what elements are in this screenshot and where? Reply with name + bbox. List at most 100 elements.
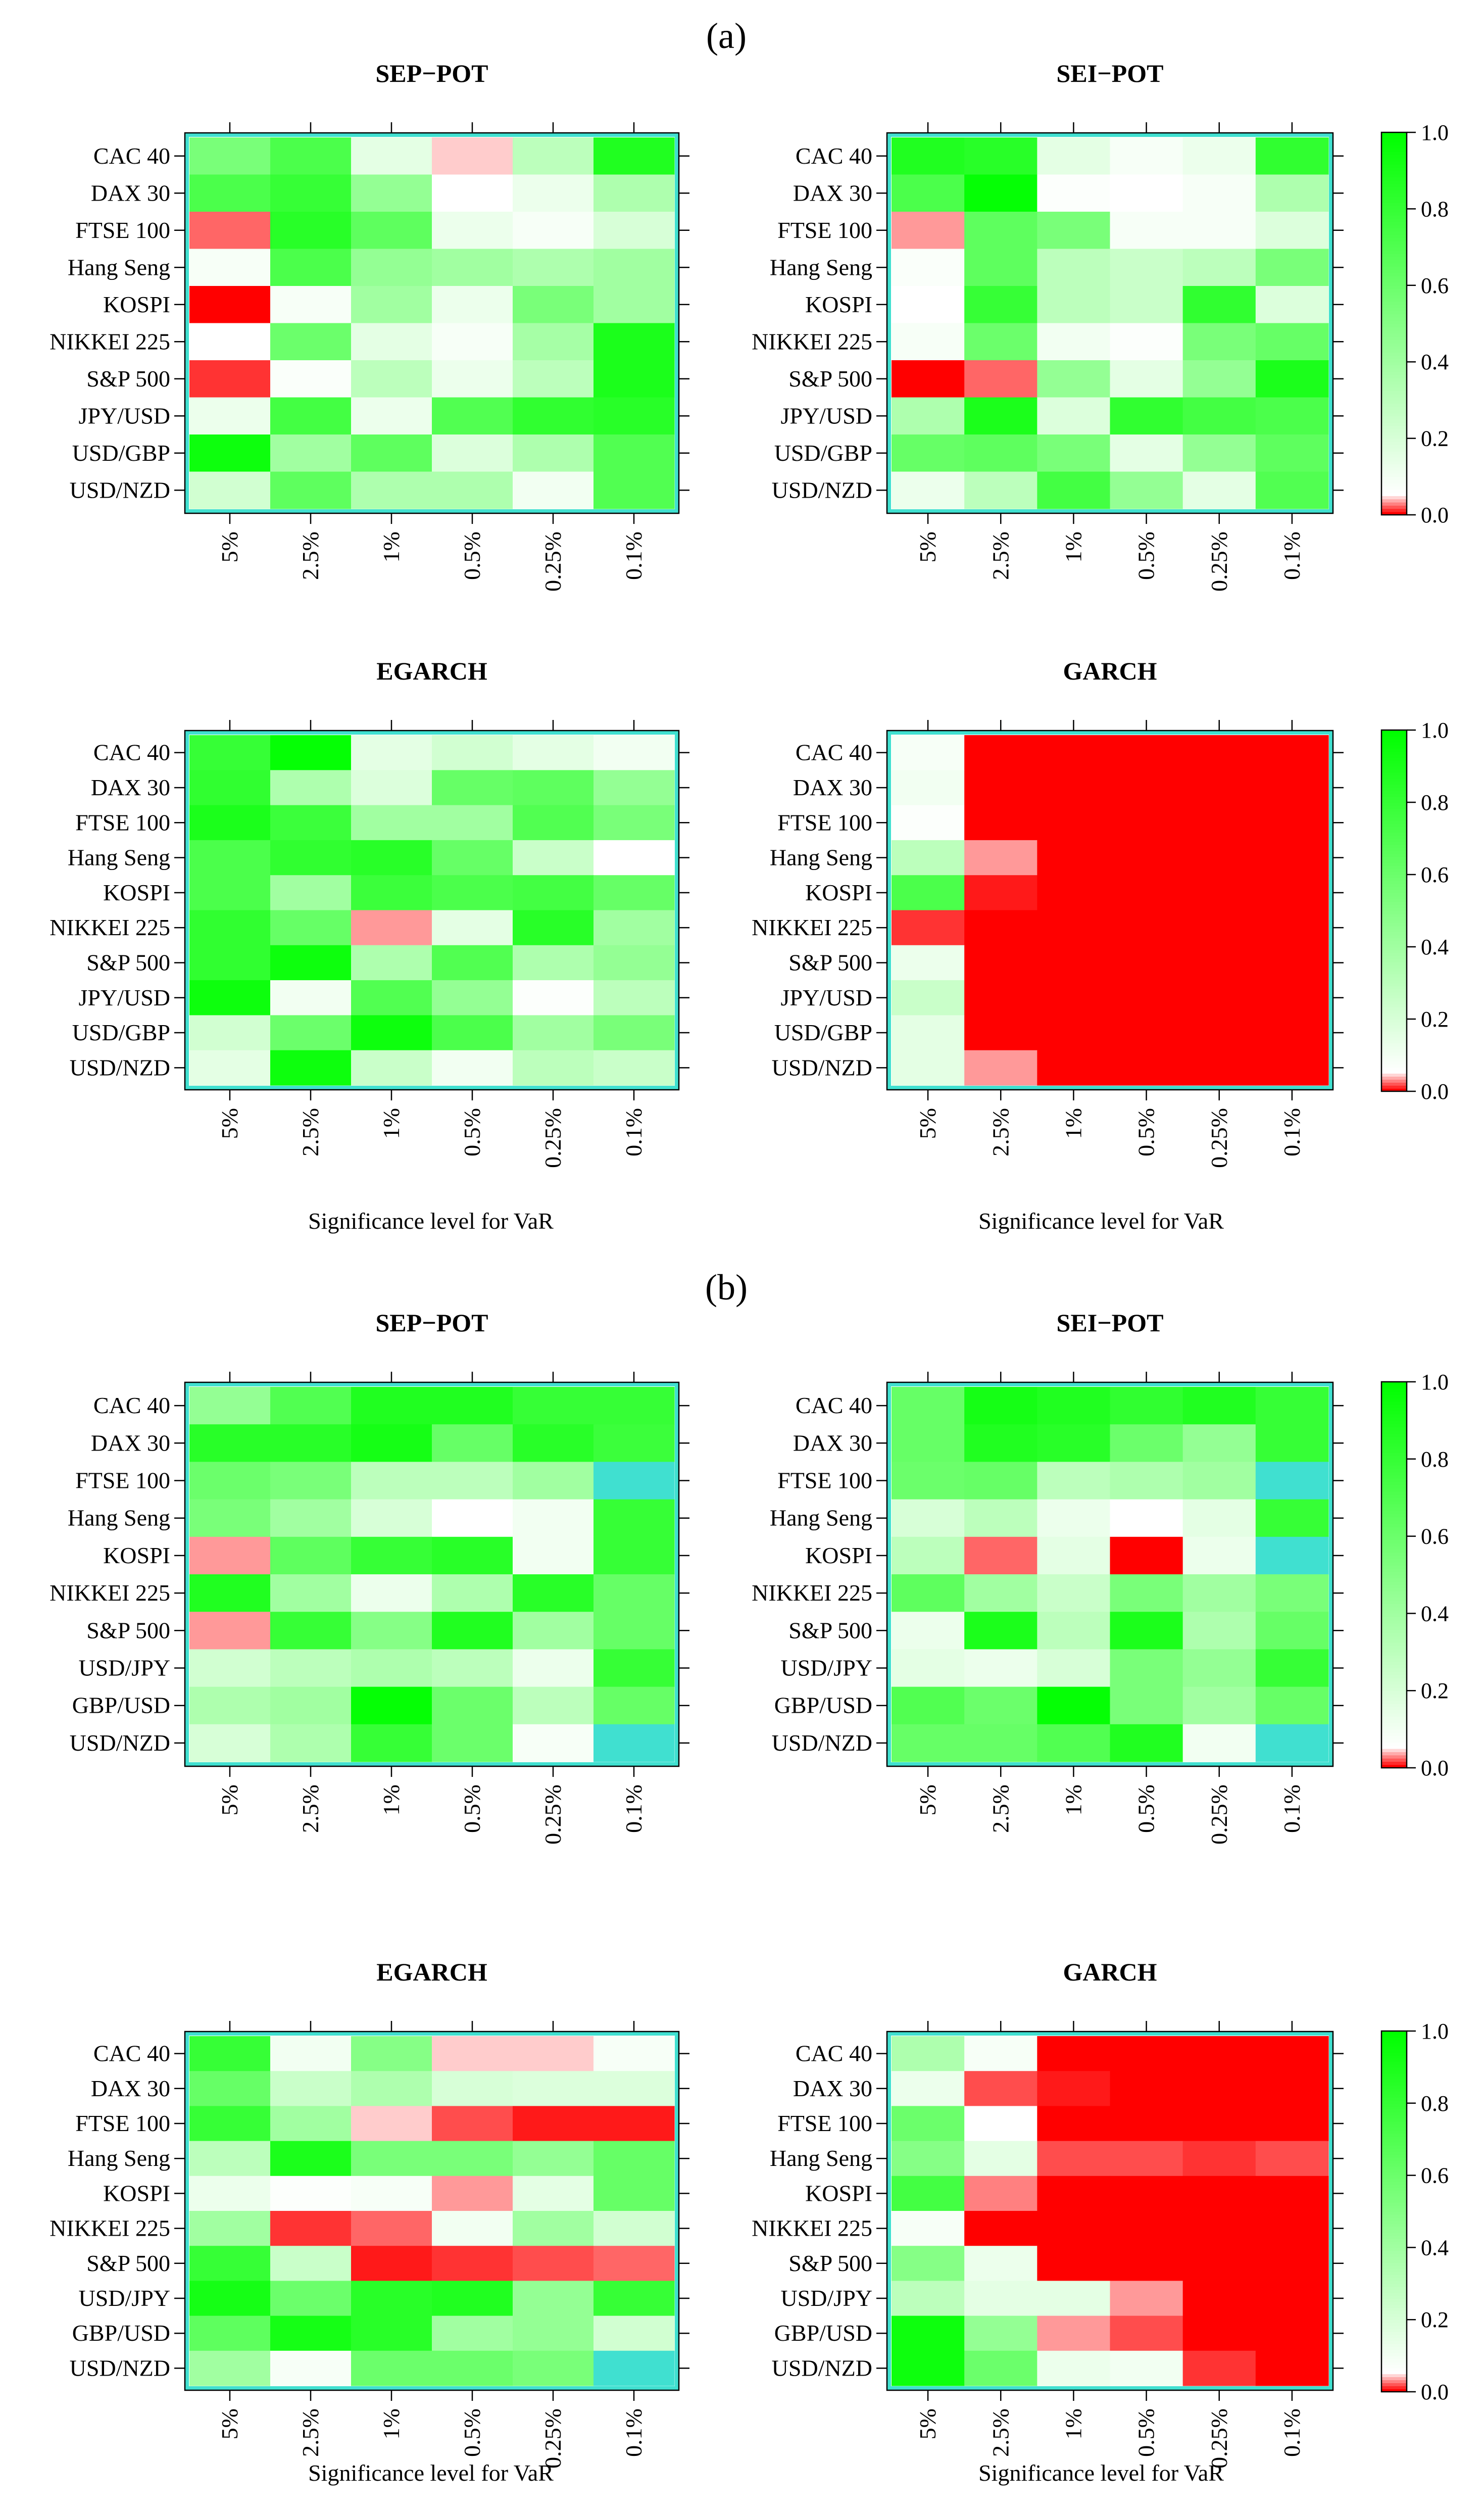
heatmap-cell	[1037, 1015, 1111, 1051]
heatmap-cell	[1255, 174, 1329, 212]
colorbar-step	[1381, 2136, 1407, 2140]
row-label: USD/JPY	[780, 2285, 872, 2311]
row-label: Hang Seng	[68, 2145, 170, 2171]
heatmap-cell	[593, 434, 675, 472]
colorbar-step	[1381, 736, 1407, 740]
heatmap-cell	[964, 1424, 1037, 1462]
colorbar-step	[1381, 250, 1407, 254]
heatmap-cell	[1182, 2106, 1256, 2142]
colorbar-step	[1381, 199, 1407, 203]
colorbar-step	[1381, 269, 1407, 273]
colorbar-step	[1381, 397, 1407, 401]
heatmap-cell	[189, 471, 271, 509]
colorbar-step	[1381, 868, 1407, 872]
colorbar-step	[1381, 2226, 1407, 2230]
heatmap-cell	[1110, 840, 1183, 876]
colorbar-step	[1381, 1677, 1407, 1681]
colorbar-step	[1381, 2079, 1407, 2083]
colorbar-step	[1381, 2034, 1407, 2038]
colorbar-step	[1381, 221, 1407, 225]
heatmap-cell	[1037, 1649, 1111, 1687]
colorbar-step	[1381, 1010, 1407, 1013]
heatmap-cell	[1110, 735, 1183, 770]
col-label: 2.5%	[298, 1108, 323, 1156]
heatmap-cell	[1110, 2106, 1183, 2142]
heatmap-cell	[593, 2281, 675, 2316]
heatmap-cell	[189, 2281, 271, 2316]
col-label: 0.25%	[540, 1784, 566, 1845]
heatmap-cell	[892, 174, 965, 212]
colorbar-step	[1381, 1671, 1407, 1675]
colorbar-step	[1381, 1523, 1407, 1527]
row-label: S&P 500	[86, 1617, 170, 1643]
colorbar-step	[1381, 349, 1407, 353]
colorbar-step	[1381, 1652, 1407, 1656]
col-label: 0.1%	[1279, 532, 1305, 580]
heatmap-cell	[270, 1649, 352, 1687]
heatmap-cell	[1255, 434, 1329, 472]
colorbar-step	[1381, 1472, 1407, 1476]
colorbar-step	[1381, 2157, 1407, 2161]
heatmap-cell	[1110, 286, 1183, 324]
heatmap-cell	[432, 1536, 513, 1575]
col-label: 5%	[915, 2408, 941, 2439]
colorbar-step	[1381, 1562, 1407, 1566]
heatmap-cell	[1182, 471, 1256, 509]
colorbar-step	[1381, 2169, 1407, 2173]
heatmap-cell	[432, 174, 513, 212]
heatmap-cell	[270, 1424, 352, 1462]
heatmap-cell	[351, 1724, 432, 1762]
heatmap-cell	[351, 471, 432, 509]
heatmap-cell	[964, 2315, 1037, 2351]
colorbar-step	[1381, 365, 1407, 369]
colorbar-step	[1381, 170, 1407, 174]
colorbar-step	[1381, 913, 1407, 918]
colorbar-step	[1381, 202, 1407, 206]
colorbar-step	[1381, 1607, 1407, 1611]
heatmap-cell	[892, 249, 965, 286]
colorbar-step	[1381, 196, 1407, 200]
colorbar-step	[1381, 1745, 1407, 1749]
heatmap-cell	[964, 174, 1037, 212]
colorbar-step	[1381, 307, 1407, 312]
heatmap-cell	[892, 2176, 965, 2211]
col-label: 5%	[217, 2408, 242, 2439]
colorbar-step	[1381, 314, 1407, 318]
colorbar-step	[1381, 877, 1407, 881]
heatmap-cell	[1182, 2071, 1256, 2106]
colorbar-step	[1381, 2040, 1407, 2044]
colorbar-step	[1381, 892, 1407, 896]
heatmap-cell	[1182, 137, 1256, 175]
colorbar-step	[1381, 1049, 1407, 1053]
row-label: FTSE 100	[777, 217, 872, 243]
colorbar-step	[1381, 1549, 1407, 1553]
heatmap-cell	[1182, 875, 1256, 911]
heatmap-cell	[892, 2036, 965, 2071]
col-label: 0.25%	[540, 2408, 566, 2469]
heatmap-cell	[593, 840, 675, 876]
colorbar-step	[1381, 2070, 1407, 2074]
colorbar-step	[1381, 1488, 1407, 1492]
colorbar-step	[1381, 1642, 1407, 1646]
colorbar-step	[1381, 2115, 1407, 2119]
colorbar-step	[1381, 1726, 1407, 1730]
colorbar-step	[1381, 1028, 1407, 1032]
colorbar-step	[1381, 358, 1407, 362]
heatmap-cell	[593, 805, 675, 841]
colorbar-step	[1381, 1687, 1407, 1691]
colorbar-step	[1381, 2244, 1407, 2248]
colorbar-step	[1381, 895, 1407, 899]
heatmap-cell	[270, 2211, 352, 2246]
heatmap-cell	[270, 434, 352, 472]
colorbar-step	[1381, 1735, 1407, 1740]
colorbar-step	[1381, 2371, 1407, 2375]
heatmap-cell	[593, 1462, 675, 1500]
heatmap-cell	[892, 2281, 965, 2316]
colorbar-step	[1381, 2346, 1407, 2350]
colorbar-step	[1381, 394, 1407, 398]
colorbar-step	[1381, 1546, 1407, 1550]
heatmap-cell	[593, 875, 675, 911]
colorbar-step	[1381, 2307, 1407, 2311]
colorbar-step	[1381, 1732, 1407, 1736]
heatmap-cell	[1037, 397, 1111, 435]
